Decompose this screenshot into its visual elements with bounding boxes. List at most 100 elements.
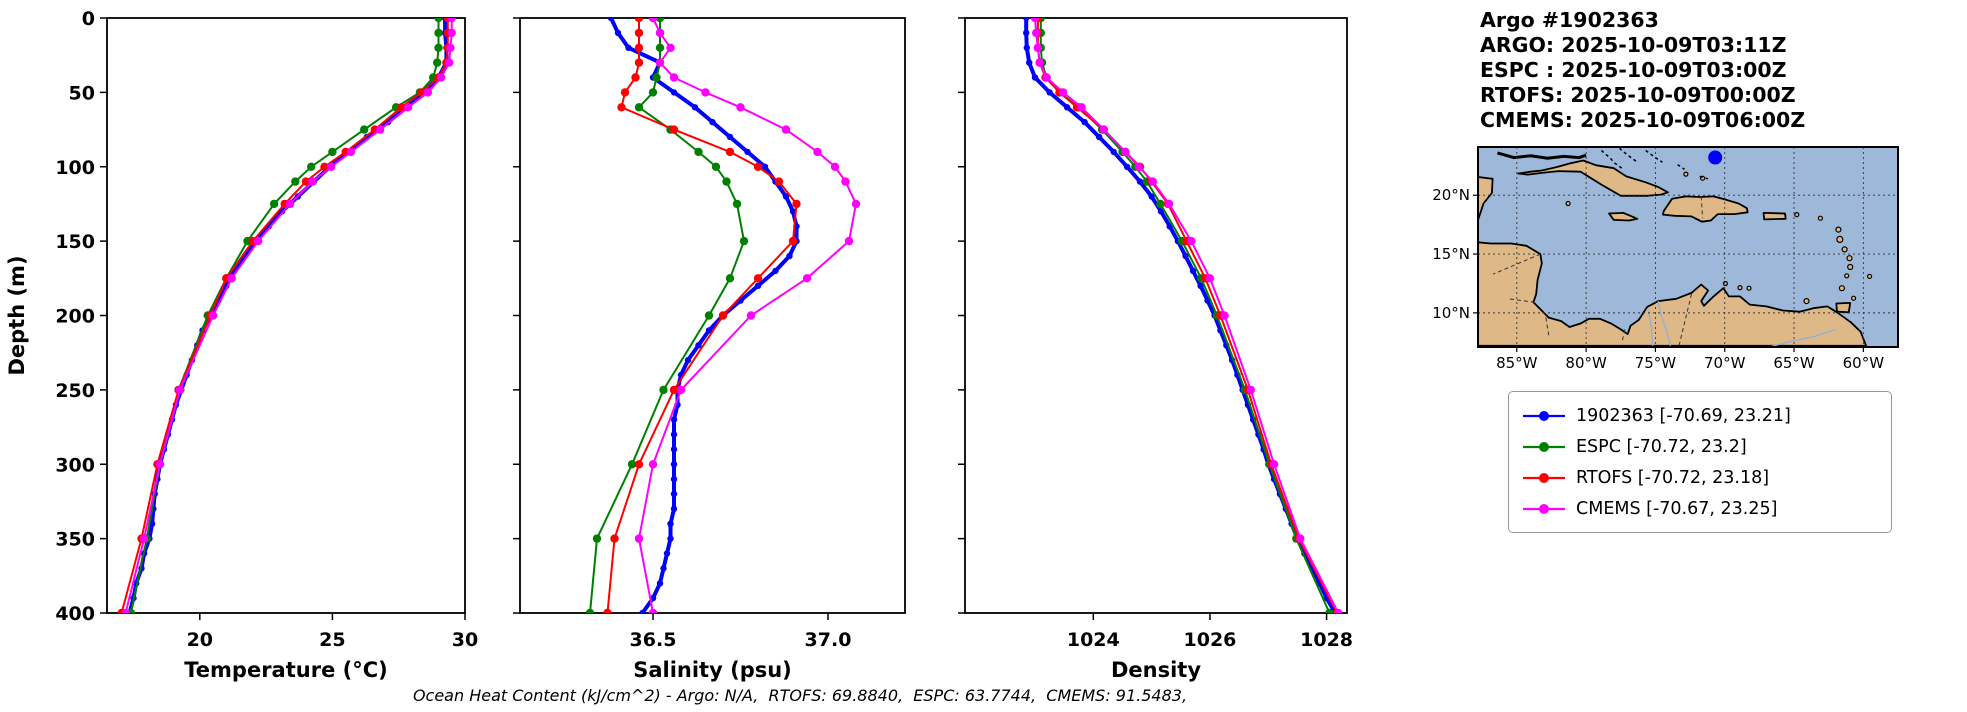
density-profile-chart: 1024 1026 1028 Density (958, 17, 1353, 682)
salinity-profile-chart: 36.5 37.0 Salinity (psu) (513, 17, 906, 682)
cuba-cays-coastline (1496, 151, 1587, 160)
bahama-bank (1699, 175, 1709, 180)
y-tick-label: 250 (55, 380, 95, 402)
country-border (1678, 293, 1692, 346)
legend-marker-icon (1523, 503, 1565, 514)
axis-ticks: 1024 1026 1028 (958, 17, 1353, 651)
plot-frame (106, 17, 466, 614)
legend-item: ESPC [-70.72, 23.2] (1521, 431, 1879, 462)
y-tick-label: 200 (55, 306, 95, 328)
land-polygon (1478, 176, 1494, 221)
island (1794, 211, 1800, 218)
cmems-timestamp: CMEMS: 2025-10-09T06:00Z (1480, 108, 1806, 132)
map-lon-label: 70°W (1704, 354, 1746, 372)
header-block: Argo #1902363 ARGO: 2025-10-09T03:11Z ES… (1480, 8, 1967, 133)
ohc-caption: Ocean Heat Content (kJ/cm^2) - Argo: N/A… (412, 686, 1188, 705)
series-CMEMS (634, 18, 861, 613)
land-polygon (1478, 241, 1867, 347)
x-tick-label: 37.0 (805, 629, 852, 651)
country-border (1493, 253, 1541, 275)
land-polygon (1517, 159, 1669, 197)
country-border (1700, 196, 1704, 219)
x-axis-label: Density (1111, 658, 1201, 682)
island (1683, 171, 1689, 177)
island (1565, 200, 1571, 207)
legend-marker-icon (1523, 441, 1565, 452)
espc-timestamp: ESPC : 2025-10-09T03:00Z (1480, 58, 1787, 82)
country-border (1545, 317, 1550, 336)
y-tick-label: 300 (55, 454, 95, 476)
country-border (1621, 329, 1626, 342)
y-tick-label: 350 (55, 529, 95, 551)
land-polygon (1662, 195, 1749, 223)
y-tick-label: 50 (69, 82, 95, 104)
x-tick-label: 1028 (1300, 629, 1353, 651)
island (1803, 298, 1810, 305)
island (1851, 295, 1857, 301)
land-polygon (1835, 302, 1852, 314)
island (1867, 273, 1873, 279)
bahama-bank (1600, 149, 1624, 171)
island (1817, 215, 1823, 221)
legend-item: RTOFS [-70.72, 23.18] (1521, 462, 1879, 493)
map-lat-label: 20°N (1432, 186, 1470, 204)
country-border (1508, 298, 1535, 303)
island (1722, 280, 1728, 287)
legend-item: 1902363 [-70.69, 23.21] (1521, 400, 1879, 431)
river (1647, 310, 1654, 347)
map-lat-label: 15°N (1432, 245, 1470, 263)
temperature-profile-chart: 0 50 100 150 200 250 300 350 400 20 25 30 Temperatur… (5, 8, 478, 682)
y-tick-label: 150 (55, 231, 95, 253)
map-lon-label: 80°W (1565, 354, 1607, 372)
island (1846, 255, 1853, 262)
x-tick-label: 36.5 (630, 629, 677, 651)
map-lon-label: 60°W (1843, 354, 1885, 372)
island (1737, 285, 1743, 291)
info-column: Argo #1902363 ARGO: 2025-10-09T03:11Z ES… (1432, 8, 1967, 533)
location-map: 85°W 80°W 75°W 70°W 65°W 60°W 20°N 15°N 10°N (1432, 146, 1899, 372)
island (1841, 246, 1848, 253)
island (1838, 285, 1845, 292)
island (1746, 285, 1752, 291)
legend-box: 1902363 [-70.69, 23.21] ESPC [-70.72, 23.… (1508, 391, 1892, 533)
series-CMEMS (121, 18, 456, 613)
legend-marker-icon (1523, 410, 1565, 421)
y-tick-label: 100 (55, 157, 95, 179)
rtofs-timestamp: RTOFS: 2025-10-09T00:00Z (1480, 83, 1796, 107)
river (1768, 328, 1836, 347)
island (1835, 226, 1842, 233)
land-polygon (1608, 212, 1639, 222)
x-tick-label: 20 (187, 629, 213, 651)
x-tick-label: 1026 (1184, 629, 1237, 651)
legend-label: CMEMS [-70.67, 23.25] (1576, 498, 1778, 519)
map-lon-label: 85°W (1496, 354, 1538, 372)
float-title: Argo #1902363 (1480, 8, 1659, 32)
river (1657, 300, 1672, 347)
x-tick-label: 25 (319, 629, 345, 651)
bahama-bank (1677, 163, 1685, 171)
island (1844, 273, 1850, 279)
x-tick-label: 1024 (1067, 629, 1120, 651)
x-axis-label: Salinity (psu) (633, 658, 792, 682)
legend-label: ESPC [-70.72, 23.2] (1576, 436, 1747, 457)
y-axis-label: Depth (m) (5, 255, 29, 375)
x-tick-label: 30 (452, 629, 478, 651)
legend-item: CMEMS [-70.67, 23.25] (1521, 493, 1879, 524)
y-tick-label: 400 (55, 603, 95, 625)
island (1836, 235, 1844, 244)
map-lon-label: 65°W (1773, 354, 1815, 372)
plot-frame (964, 17, 1348, 614)
axis-ticks: 36.5 37.0 (513, 17, 852, 651)
legend-marker-icon (1523, 472, 1565, 483)
map-lon-label: 75°W (1635, 354, 1677, 372)
series-CMEMS (1030, 18, 1343, 613)
series-RTOFS (603, 18, 801, 613)
legend-label: RTOFS [-70.72, 23.18] (1576, 467, 1770, 488)
x-axis-label: Temperature (°C) (184, 658, 387, 682)
map-lat-label: 10°N (1432, 304, 1470, 322)
map-frame (1477, 146, 1899, 348)
argo-timestamp: ARGO: 2025-10-09T03:11Z (1480, 33, 1787, 57)
land-polygon (1762, 212, 1787, 221)
island (1847, 263, 1854, 271)
